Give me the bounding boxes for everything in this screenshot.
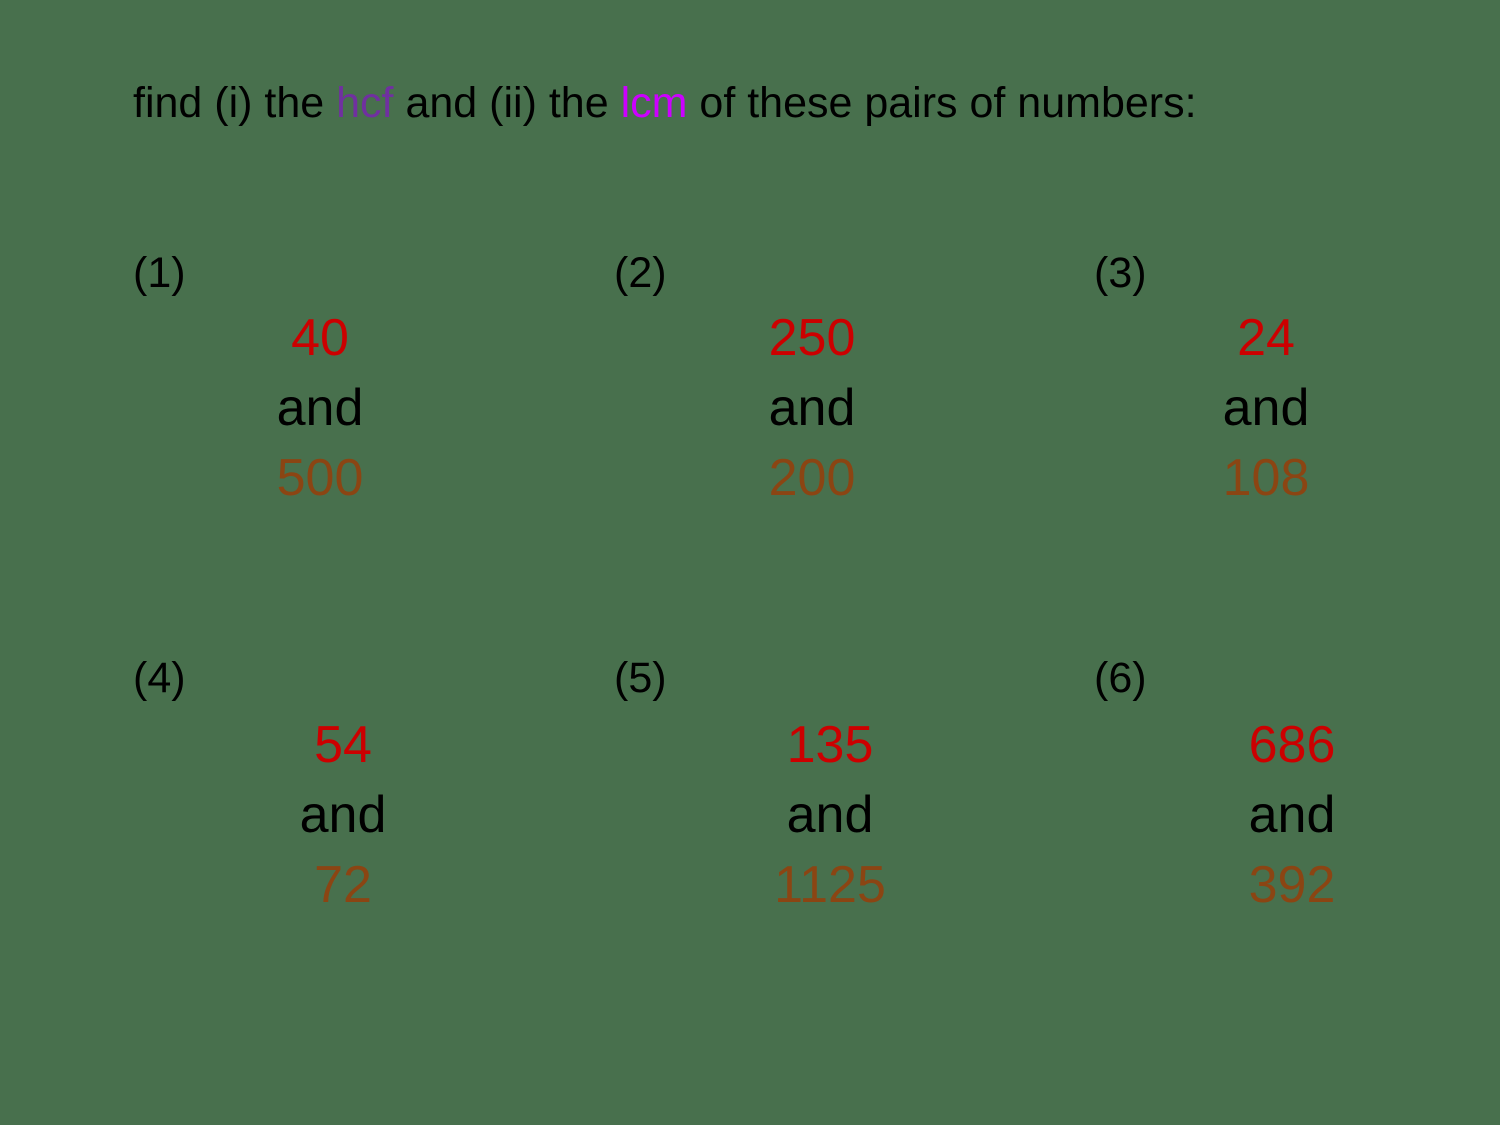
problem-4-label: (4) — [133, 654, 186, 702]
problem-3-label: (3) — [1094, 249, 1147, 297]
problem-6-second-number: 392 — [1248, 856, 1336, 914]
problem-6-label: (6) — [1094, 654, 1147, 702]
problem-3-second-number: 108 — [1222, 449, 1310, 507]
problem-3-first-number: 24 — [1237, 309, 1295, 367]
problem-6-and: and — [1248, 786, 1336, 844]
problem-1-second-number: 500 — [276, 449, 364, 507]
problem-4-first-number: 54 — [314, 716, 372, 774]
instruction-title: find (i) the hcf and (ii) the lcm of the… — [133, 78, 1197, 128]
problem-2-second-number: 200 — [768, 449, 856, 507]
problem-1-label: (1) — [133, 249, 186, 297]
problem-1-and: and — [276, 379, 364, 437]
lcm-term: lcm — [620, 79, 688, 127]
title-suffix: of these pairs of numbers: — [687, 79, 1197, 127]
problem-4-and: and — [299, 786, 387, 844]
problem-5-first-number: 135 — [786, 716, 874, 774]
problem-5-and: and — [786, 786, 874, 844]
problem-2-first-number: 250 — [768, 309, 856, 367]
problem-5-label: (5) — [614, 654, 667, 702]
problem-5-second-number: 1125 — [774, 856, 886, 914]
problem-2-and: and — [768, 379, 856, 437]
problem-1-first-number: 40 — [291, 309, 349, 367]
problem-2-label: (2) — [614, 249, 667, 297]
problem-6-first-number: 686 — [1248, 716, 1336, 774]
title-middle: and (ii) the — [393, 79, 621, 127]
problem-4-second-number: 72 — [314, 856, 372, 914]
title-prefix: find (i) the — [133, 79, 337, 127]
hcf-term: hcf — [336, 79, 394, 127]
problem-3-and: and — [1222, 379, 1310, 437]
